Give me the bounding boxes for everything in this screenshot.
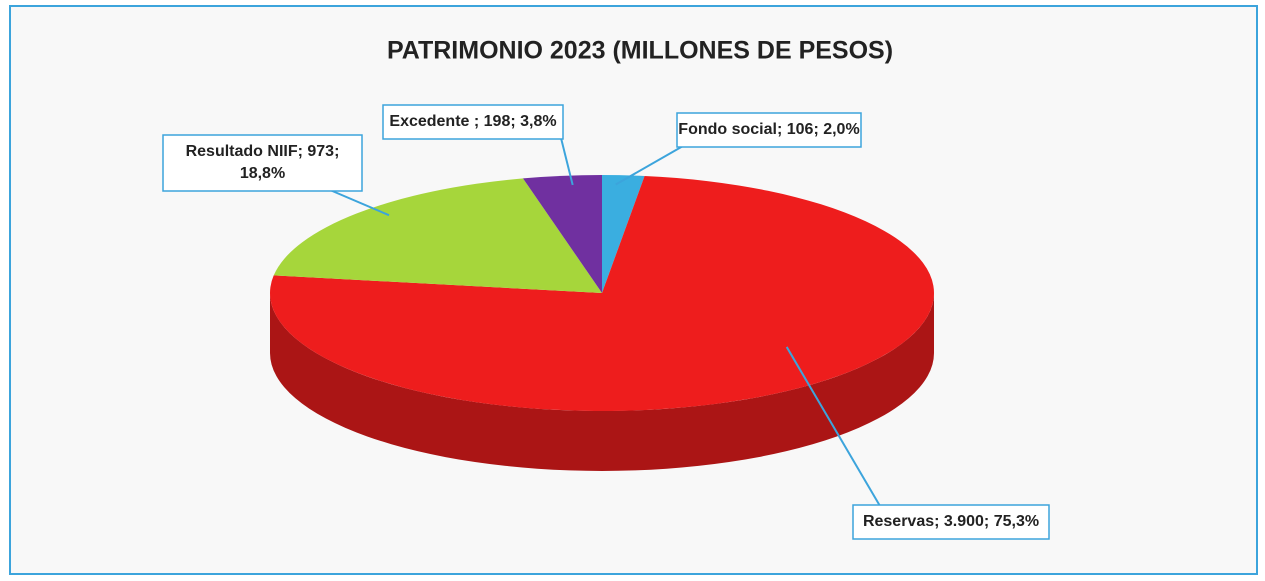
chart-title: PATRIMONIO 2023 (MILLONES DE PESOS) <box>387 37 893 65</box>
leader-line <box>615 141 691 186</box>
label-box <box>676 112 862 148</box>
label-box <box>852 504 1050 540</box>
slice <box>273 178 602 293</box>
data-label: Resultado NIIF; 973; <box>186 143 340 160</box>
slice <box>522 175 602 293</box>
data-label: Excedente ; 198; 3,8% <box>389 113 556 130</box>
slice <box>602 175 645 293</box>
label-box <box>382 104 564 140</box>
data-label: Fondo social; 106; 2,0% <box>678 121 859 138</box>
slice <box>270 175 935 412</box>
slice-side <box>270 293 934 471</box>
data-label: 18,8% <box>240 165 285 182</box>
leader-line <box>559 133 574 186</box>
leader-line <box>329 189 390 217</box>
label-box <box>162 134 363 192</box>
leader-line <box>785 346 881 507</box>
data-label: Reservas; 3.900; 75,3% <box>863 513 1039 530</box>
